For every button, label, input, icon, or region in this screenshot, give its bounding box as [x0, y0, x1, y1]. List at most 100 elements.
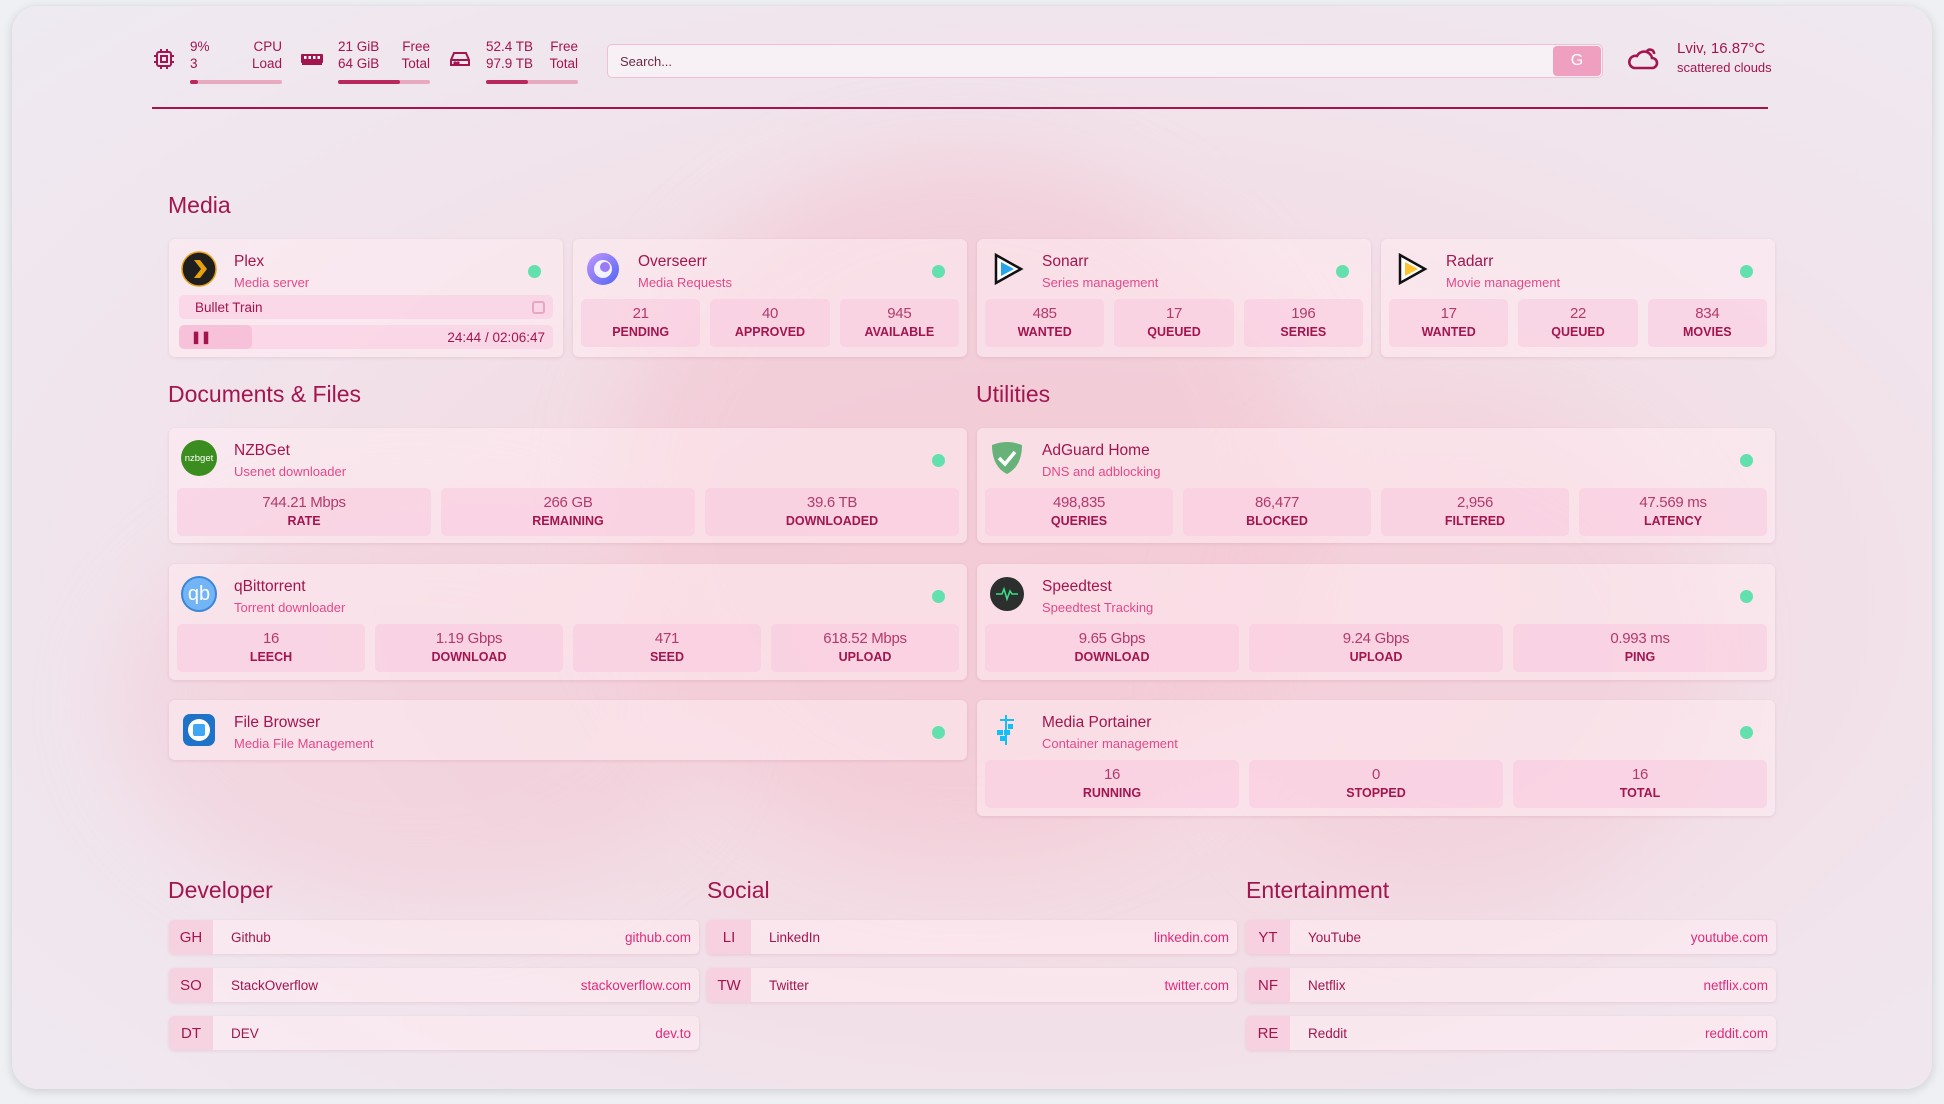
service-card-radarr[interactable]: Radarr Movie management 17 WANTED 22 QUEUED…: [1381, 239, 1775, 357]
status-indicator: [1740, 454, 1753, 467]
stat-value: 16: [262, 630, 280, 647]
stat-label: BLOCKED: [1246, 514, 1308, 528]
now-playing-progress: ❚❚ 24:44 / 02:06:47: [179, 325, 553, 349]
stat-label: REMAINING: [532, 514, 604, 528]
plex-icon: [181, 251, 217, 287]
cpu-label: CPU: [253, 39, 282, 54]
bookmark-linkedin[interactable]: LI LinkedIn linkedin.com: [707, 920, 1237, 954]
stat-value: 16: [1631, 766, 1649, 783]
stat-remaining: 266 GB REMAINING: [441, 488, 695, 536]
memory-widget: 21 GiB Free 64 GiB Total: [300, 38, 430, 84]
disk-free-value: 52.4 TB: [486, 39, 534, 54]
bookmark-abbr: DT: [169, 1016, 213, 1050]
adguard-shield-icon: [992, 442, 1022, 474]
service-name: qBittorrent: [234, 578, 306, 595]
section-title-developer: Developer: [168, 877, 273, 903]
bookmark-url: youtube.com: [1690, 929, 1768, 945]
search-bar: G: [607, 44, 1603, 78]
portainer-icon: [997, 715, 1014, 745]
service-card-overseerr[interactable]: Overseerr Media Requests 21 PENDING 40 APPR…: [573, 239, 967, 357]
stat-value: 22: [1569, 305, 1587, 322]
status-indicator: [1740, 265, 1753, 278]
bookmark-name: LinkedIn: [769, 929, 821, 945]
sonarr-icon: [994, 252, 1024, 286]
disk-icon: [450, 52, 470, 66]
stat-total: 16 TOTAL: [1513, 760, 1767, 808]
service-name: Media Portainer: [1042, 714, 1152, 731]
stat-available: 945 AVAILABLE: [839, 299, 959, 347]
status-indicator: [932, 454, 945, 467]
service-description: Torrent downloader: [234, 600, 346, 615]
cpu-load-value: 3: [190, 56, 198, 71]
stat-value: 39.6 TB: [806, 494, 858, 511]
stat-label: LEECH: [249, 650, 293, 664]
bookmark-youtube[interactable]: YT YouTube youtube.com: [1246, 920, 1776, 954]
stat-seed: 471 SEED: [573, 624, 761, 672]
stat-leech: 16 LEECH: [177, 624, 365, 672]
section-title-entertainment: Entertainment: [1246, 877, 1390, 903]
bookmark-name: Github: [231, 929, 271, 945]
search-input[interactable]: [608, 53, 1553, 69]
stat-value: 485: [1032, 305, 1057, 322]
stat-value: 0.993 ms: [1610, 630, 1670, 647]
disk-total-value: 97.9 TB: [486, 56, 534, 71]
status-indicator: [932, 726, 945, 739]
service-card-qbittorrent[interactable]: qb qBittorrent Torrent downloader 16 LEEC…: [169, 564, 967, 680]
service-stats: 498,835 QUERIES 86,477 BLOCKED 2,956 FILTERED…: [977, 484, 1775, 536]
bookmark-url: twitter.com: [1164, 977, 1229, 993]
bookmark-abbr: TW: [707, 968, 751, 1002]
bookmark-url: github.com: [624, 929, 691, 945]
service-description: Movie management: [1446, 275, 1561, 290]
service-description: Container management: [1042, 736, 1178, 751]
stat-value: 86,477: [1254, 494, 1300, 511]
stat-wanted: 485 WANTED: [985, 299, 1105, 347]
service-card-sonarr[interactable]: Sonarr Series management 485 WANTED 17 QUEU…: [977, 239, 1371, 357]
load-label: Load: [251, 56, 282, 71]
service-description: DNS and adblocking: [1042, 464, 1161, 479]
bookmark-netflix[interactable]: NF Netflix netflix.com: [1246, 968, 1776, 1002]
bookmark-github[interactable]: GH Github github.com: [169, 920, 699, 954]
speedtest-icon: [990, 577, 1024, 611]
status-indicator: [932, 265, 945, 278]
service-card-media-portainer[interactable]: Media Portainer Container management 16 R…: [977, 700, 1775, 816]
stat-ping: 0.993 ms PING: [1513, 624, 1767, 672]
service-name: NZBGet: [234, 442, 290, 459]
stat-label: FILTERED: [1444, 514, 1506, 528]
stat-label: DOWNLOAD: [1074, 650, 1150, 664]
bookmark-url: netflix.com: [1703, 977, 1768, 993]
bookmark-abbr: RE: [1246, 1016, 1290, 1050]
service-card-nzbget[interactable]: nzbget NZBGet Usenet downloader 744.21 M…: [169, 428, 967, 543]
bookmark-url: stackoverflow.com: [580, 977, 691, 993]
service-stats: 744.21 Mbps RATE 266 GB REMAINING 39.6 TB DOW…: [169, 484, 967, 536]
section-title-docs: Documents & Files: [168, 381, 362, 407]
weather-location-temp: Lviv, 16.87°C: [1677, 40, 1766, 57]
playback-time: 24:44 / 02:06:47: [447, 329, 545, 345]
bookmark-url: linkedin.com: [1153, 929, 1229, 945]
cloud-icon: [1628, 47, 1659, 69]
bookmark-twitter[interactable]: TW Twitter twitter.com: [707, 968, 1237, 1002]
bookmark-reddit[interactable]: RE Reddit reddit.com: [1246, 1016, 1776, 1050]
bookmark-name: DEV: [231, 1025, 259, 1041]
service-card-speedtest[interactable]: Speedtest Speedtest Tracking 9.65 Gbps DO…: [977, 564, 1775, 680]
stat-label: UPLOAD: [838, 650, 892, 664]
service-description: Series management: [1042, 275, 1159, 290]
stat-running: 16 RUNNING: [985, 760, 1239, 808]
stat-value: 471: [654, 630, 680, 647]
now-playing-title: Bullet Train: [195, 299, 263, 315]
service-card-plex[interactable]: Plex Media server Bullet Train ❚❚ 24:44 /…: [169, 239, 563, 357]
stat-label: WANTED: [1017, 325, 1072, 339]
search-provider-button[interactable]: G: [1553, 46, 1601, 76]
stat-label: LATENCY: [1643, 514, 1703, 528]
section-title-social: Social: [707, 877, 770, 903]
service-card-file-browser[interactable]: File Browser Media File Management: [169, 700, 967, 760]
bookmark-abbr: NF: [1246, 968, 1290, 1002]
bookmark-stackoverflow[interactable]: SO StackOverflow stackoverflow.com: [169, 968, 699, 1002]
total-label: Total: [401, 56, 430, 71]
service-stats: 485 WANTED 17 QUEUED 196 SERIES: [977, 295, 1371, 347]
bookmark-dev[interactable]: DT DEV dev.to: [169, 1016, 699, 1050]
service-card-adguard-home[interactable]: AdGuard Home DNS and adblocking 498,835 Q…: [977, 428, 1775, 543]
stat-value: 1.19 Gbps: [435, 630, 503, 647]
pause-icon[interactable]: ❚❚: [191, 330, 212, 344]
cpu-widget: 9% CPU 3 Load: [152, 38, 282, 84]
service-description: Usenet downloader: [234, 464, 347, 479]
